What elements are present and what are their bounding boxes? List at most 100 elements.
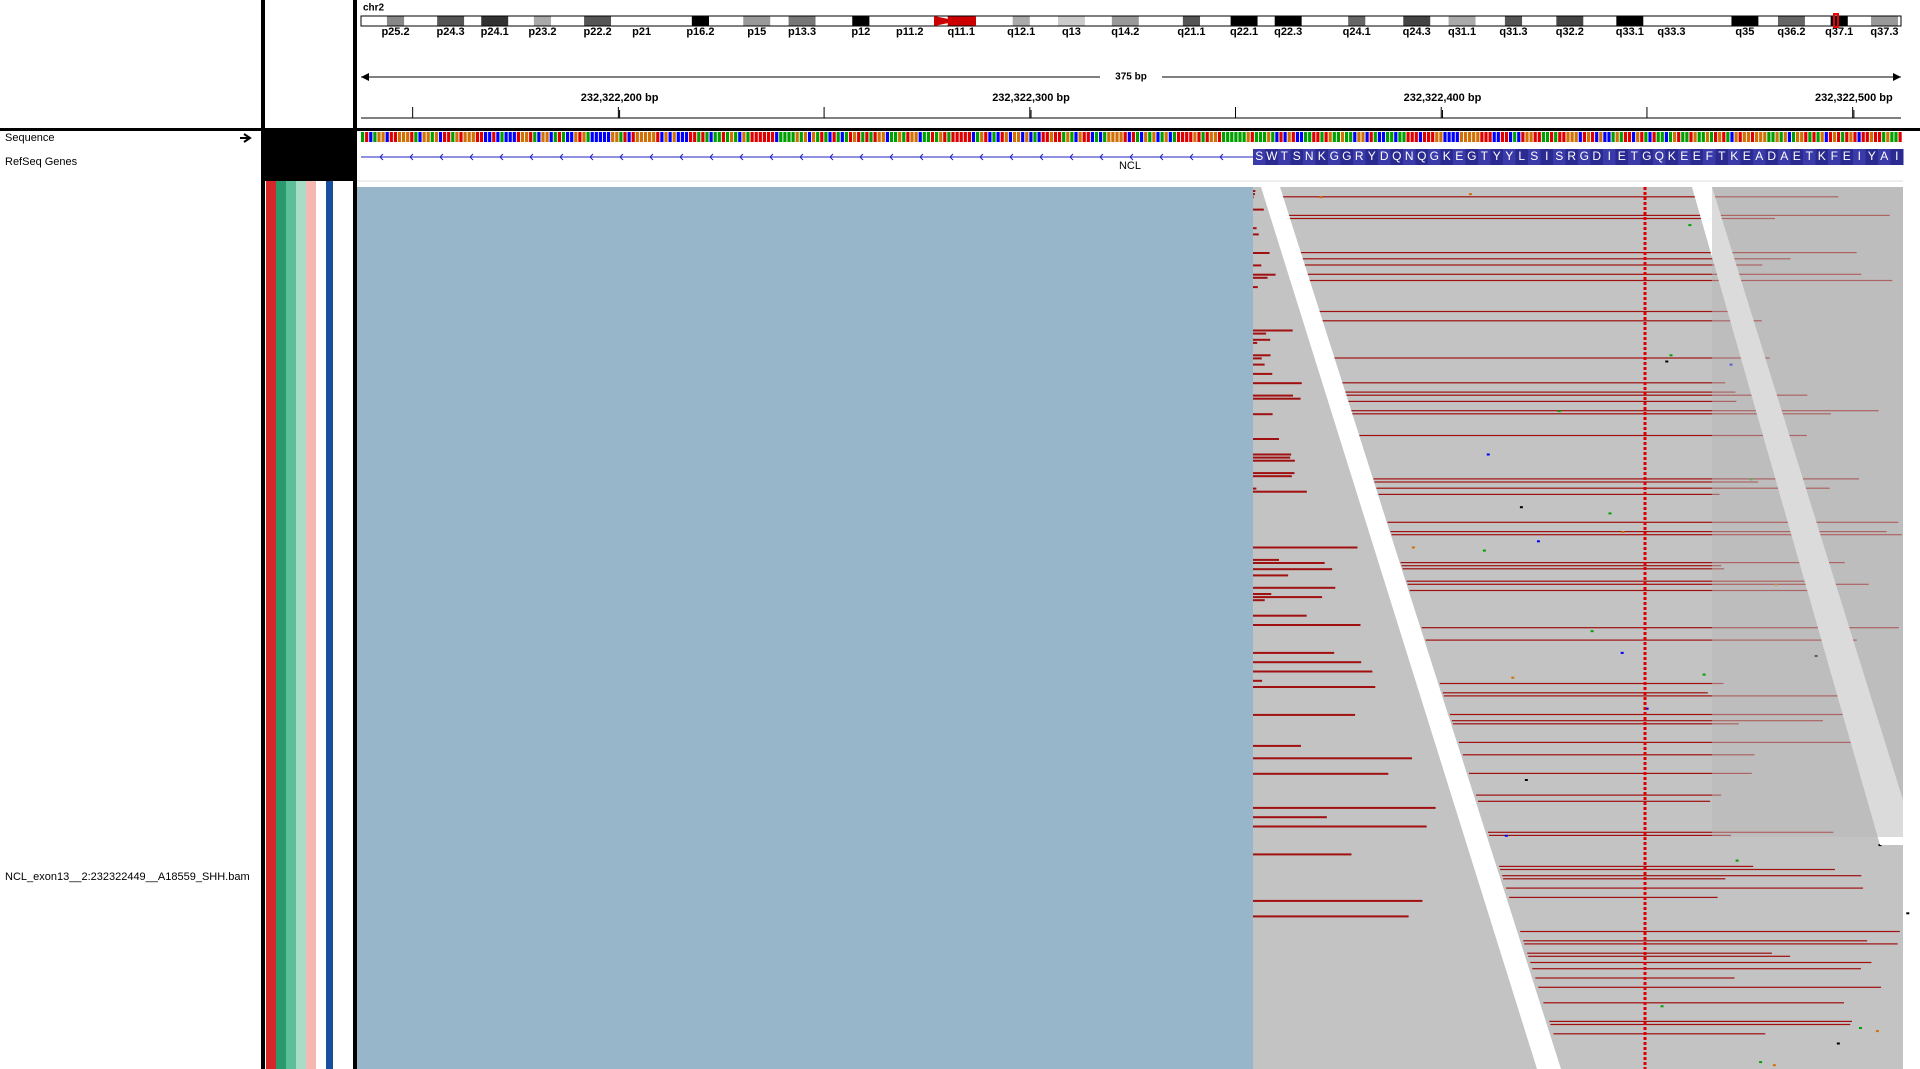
base: [648, 132, 652, 142]
base: [1755, 132, 1759, 142]
mismatch-read: [1281, 196, 1839, 198]
amino-acid-box: [1553, 149, 1566, 165]
base: [680, 132, 684, 142]
base: [1160, 132, 1164, 142]
clip-read: [1253, 286, 1258, 289]
span-bg: [1100, 68, 1162, 86]
base: [1086, 132, 1090, 142]
base: [545, 132, 549, 142]
base: [1435, 132, 1439, 142]
amino-acid: L: [1518, 149, 1525, 163]
snv: [1688, 224, 1692, 227]
base: [1537, 132, 1541, 142]
base: [1250, 132, 1254, 142]
cytoband: [1777, 16, 1805, 26]
base: [684, 132, 689, 142]
base: [1664, 132, 1668, 142]
mismatch-read: [1468, 772, 1752, 774]
base: [430, 132, 434, 142]
amino-acid: G: [1467, 149, 1476, 163]
base: [1750, 132, 1755, 142]
mismatch-read: [1390, 531, 1887, 533]
base: [1185, 132, 1189, 142]
base: [1053, 132, 1058, 142]
snv: [1906, 912, 1910, 915]
strand-mark: [1099, 153, 1104, 161]
amino-acid: Y: [1505, 149, 1513, 163]
base: [1197, 132, 1201, 142]
base: [1525, 132, 1529, 142]
clip-read: [1253, 459, 1295, 462]
amino-acid: I: [1608, 149, 1611, 163]
base: [1422, 132, 1427, 142]
clip-read: [1253, 472, 1295, 475]
base: [1258, 132, 1263, 142]
snv: [1524, 779, 1528, 781]
base: [898, 132, 902, 142]
base: [1275, 132, 1279, 142]
strand-arrow[interactable]: [240, 133, 252, 143]
base: [848, 132, 853, 142]
mismatch-read: [1307, 273, 1862, 275]
snv: [1411, 546, 1415, 549]
amino-acid: T: [1631, 149, 1639, 163]
base: [553, 132, 557, 142]
base: [1263, 132, 1267, 142]
base: [1340, 132, 1345, 142]
snv: [1665, 360, 1669, 363]
mismatch-read: [1502, 875, 1862, 877]
amino-acid: Y: [1368, 149, 1376, 163]
base: [1299, 132, 1304, 142]
base: [1357, 132, 1361, 142]
amino-acid-box: [1603, 149, 1616, 165]
base: [1800, 132, 1804, 142]
strand-mark: [589, 153, 594, 161]
base: [922, 132, 926, 142]
base: [1677, 132, 1681, 142]
band-label: q31.1: [1448, 26, 1476, 38]
base: [1451, 132, 1455, 142]
base: [1521, 132, 1525, 142]
clip-read: [1253, 661, 1362, 664]
base: [1353, 132, 1357, 142]
base: [1394, 132, 1398, 142]
base: [1336, 132, 1340, 142]
base: [742, 132, 746, 142]
base: [1271, 132, 1275, 142]
divider: [261, 0, 265, 1069]
base: [1287, 132, 1291, 142]
base: [902, 132, 906, 142]
base: [1328, 132, 1332, 142]
amino-acid: K: [1443, 149, 1451, 163]
amino-acid: D: [1380, 149, 1389, 163]
base: [939, 132, 943, 142]
base: [1295, 132, 1299, 142]
amino-acid-box: [1265, 149, 1279, 165]
base: [1439, 132, 1443, 142]
base: [1541, 132, 1545, 142]
base: [1021, 132, 1025, 142]
base: [1558, 132, 1562, 142]
base: [1012, 132, 1017, 142]
base: [1533, 132, 1537, 142]
band-label: p15: [747, 26, 766, 38]
base: [1808, 132, 1812, 142]
base: [1804, 132, 1808, 142]
cytoband: [1448, 16, 1476, 26]
clip-read: [1253, 475, 1292, 478]
amino-acid-box: [1440, 149, 1454, 165]
base: [1824, 132, 1828, 142]
base: [877, 132, 881, 142]
clip-read: [1253, 772, 1389, 775]
mismatch-read: [1443, 695, 1857, 697]
base: [1574, 132, 1578, 142]
base: [1217, 132, 1222, 142]
amino-acid-box: [1665, 149, 1679, 165]
base: [1008, 132, 1012, 142]
clip-read: [1253, 438, 1280, 440]
amino-acid-box: [1490, 149, 1504, 165]
amino-acid-box: [1415, 149, 1429, 165]
base: [549, 132, 553, 142]
base: [582, 132, 586, 142]
band-label: p25.2: [381, 26, 409, 38]
